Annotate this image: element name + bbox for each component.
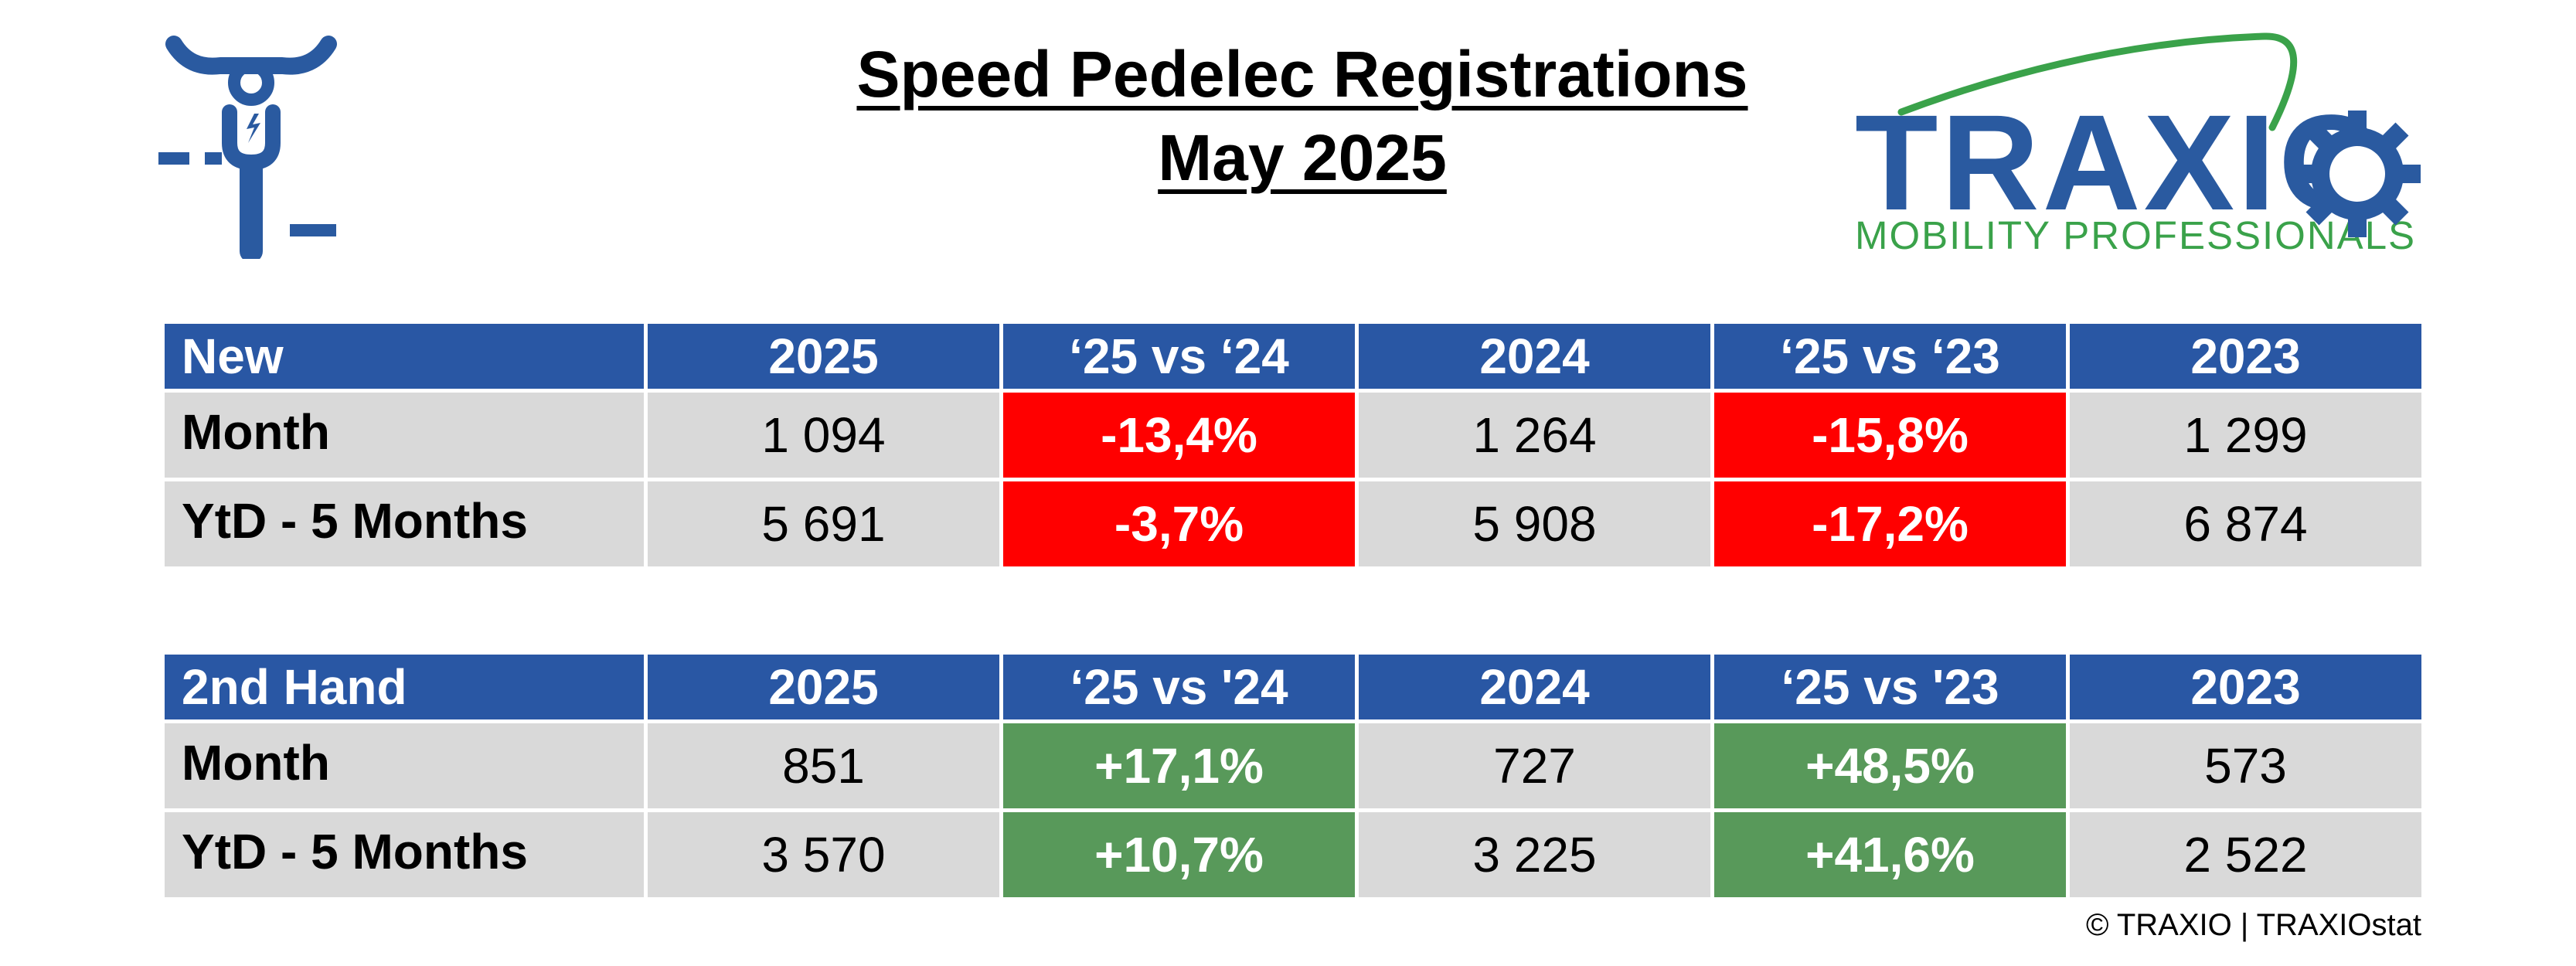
value-2023: 573 [2070, 723, 2421, 808]
row-label: Month [165, 723, 644, 808]
gear-icon [2294, 111, 2421, 237]
table-row: YtD - 5 Months 5 691 -3,7% 5 908 -17,2% … [165, 481, 2421, 566]
table-header-row: 2nd Hand 2025 ‘25 vs '24 2024 ‘25 vs '23… [165, 655, 2421, 719]
header-category: New [165, 324, 644, 389]
value-2025: 5 691 [648, 481, 999, 566]
change-25-vs-24: -3,7% [1003, 481, 1355, 566]
header-2023: 2023 [2070, 655, 2421, 719]
table-header-row: New 2025 ‘25 vs ‘24 2024 ‘25 vs ‘23 2023 [165, 324, 2421, 389]
change-25-vs-24: +17,1% [1003, 723, 1355, 808]
value-2024: 3 225 [1359, 812, 1710, 897]
value-2023: 1 299 [2070, 393, 2421, 478]
change-25-vs-23: -17,2% [1714, 481, 2066, 566]
table-row: Month 851 +17,1% 727 +48,5% 573 [165, 723, 2421, 808]
change-25-vs-24: +10,7% [1003, 812, 1355, 897]
value-2024: 5 908 [1359, 481, 1710, 566]
header-25-vs-24: ‘25 vs '24 [1003, 655, 1355, 719]
value-2024: 1 264 [1359, 393, 1710, 478]
change-25-vs-23: +48,5% [1714, 723, 2066, 808]
header-2025: 2025 [648, 324, 999, 389]
value-2025: 851 [648, 723, 999, 808]
header-2024: 2024 [1359, 324, 1710, 389]
header-25-vs-23: ‘25 vs ‘23 [1714, 324, 2066, 389]
header-25-vs-23: ‘25 vs '23 [1714, 655, 2066, 719]
header-category: 2nd Hand [165, 655, 644, 719]
title-line-2: May 2025 [1158, 121, 1447, 194]
value-2023: 2 522 [2070, 812, 2421, 897]
row-label: YtD - 5 Months [165, 812, 644, 897]
new-registrations-table: New 2025 ‘25 vs ‘24 2024 ‘25 vs ‘23 2023… [161, 320, 2425, 570]
row-label: Month [165, 393, 644, 478]
change-25-vs-23: +41,6% [1714, 812, 2066, 897]
copyright-note: © TRAXIO | TRAXIOstat [2085, 908, 2421, 942]
change-25-vs-24: -13,4% [1003, 393, 1355, 478]
value-2024: 727 [1359, 723, 1710, 808]
value-2025: 3 570 [648, 812, 999, 897]
second-hand-registrations-table: 2nd Hand 2025 ‘25 vs '24 2024 ‘25 vs '23… [161, 651, 2425, 901]
scooter-icon [158, 36, 337, 259]
header-2023: 2023 [2070, 324, 2421, 389]
header-25-vs-24: ‘25 vs ‘24 [1003, 324, 1355, 389]
traxio-logo: TRAXIO MOBILITY PROFESSIONALS [1855, 27, 2442, 267]
header-2025: 2025 [648, 655, 999, 719]
title-line-1: Speed Pedelec Registrations [856, 38, 1748, 111]
value-2023: 6 874 [2070, 481, 2421, 566]
change-25-vs-23: -15,8% [1714, 393, 2066, 478]
header-2024: 2024 [1359, 655, 1710, 719]
table-row: Month 1 094 -13,4% 1 264 -15,8% 1 299 [165, 393, 2421, 478]
logo-swoosh [1897, 32, 2298, 131]
row-label: YtD - 5 Months [165, 481, 644, 566]
table-row: YtD - 5 Months 3 570 +10,7% 3 225 +41,6%… [165, 812, 2421, 897]
page-title: Speed Pedelec Registrations May 2025 [696, 32, 1909, 199]
logo-brand-text: TRAXIO [1855, 87, 2387, 239]
value-2025: 1 094 [648, 393, 999, 478]
